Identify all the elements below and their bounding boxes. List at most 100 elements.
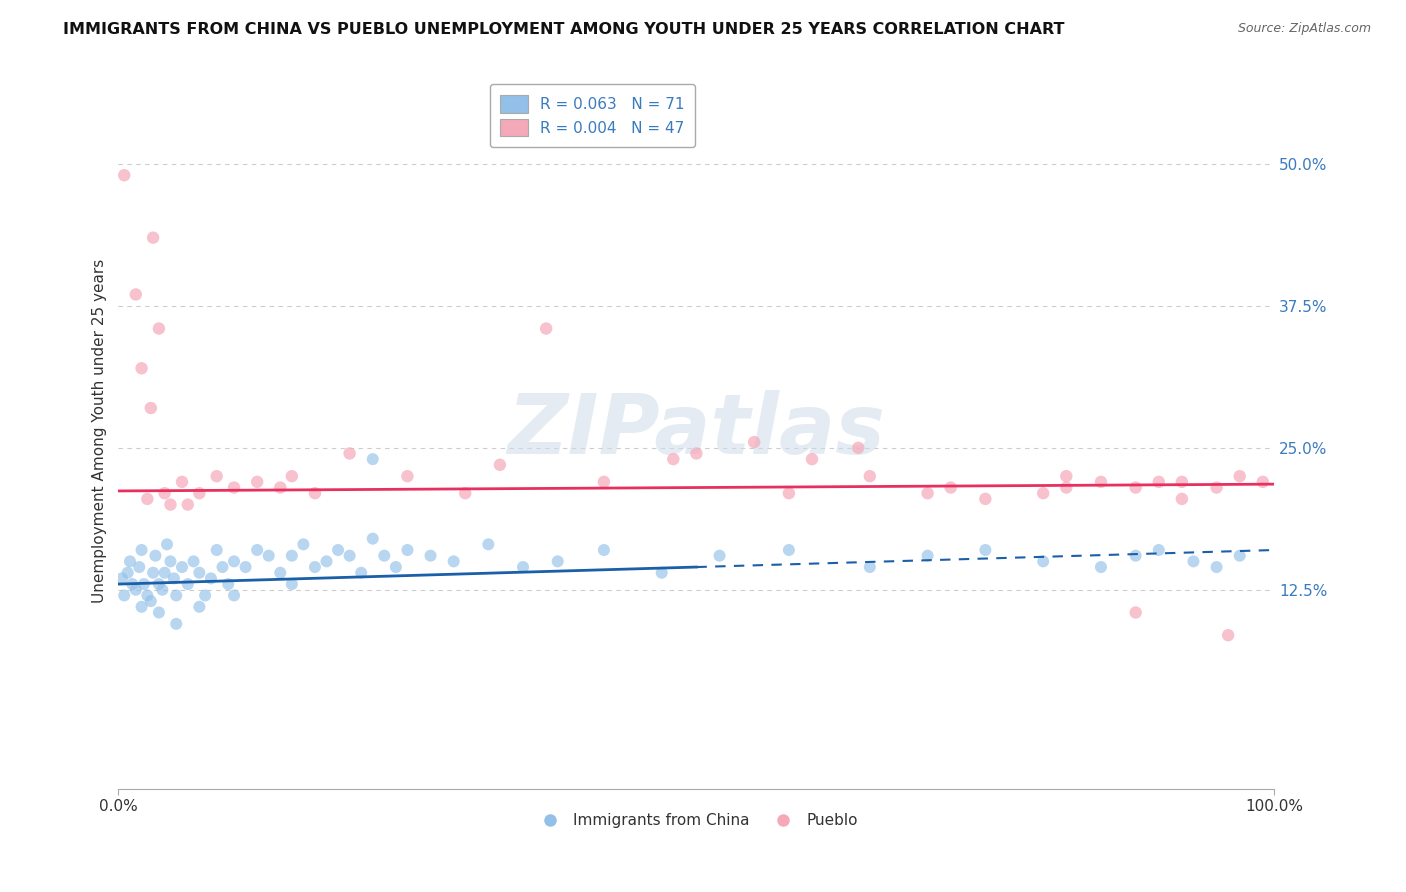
- Point: [534, 321, 557, 335]
- Text: ZIPatlas: ZIPatlas: [508, 391, 886, 471]
- Point: [211, 560, 233, 574]
- Point: [339, 446, 361, 460]
- Point: [859, 469, 882, 483]
- Point: [112, 168, 135, 182]
- Point: [194, 589, 217, 603]
- Point: [547, 554, 569, 568]
- Point: [709, 549, 731, 563]
- Point: [1125, 481, 1147, 495]
- Point: [153, 566, 176, 580]
- Point: [156, 537, 179, 551]
- Point: [1032, 486, 1054, 500]
- Point: [1032, 554, 1054, 568]
- Point: [142, 566, 165, 580]
- Point: [1090, 475, 1112, 489]
- Point: [859, 560, 882, 574]
- Point: [121, 577, 143, 591]
- Point: [281, 469, 304, 483]
- Point: [974, 543, 997, 558]
- Point: [801, 452, 824, 467]
- Point: [489, 458, 512, 472]
- Point: [165, 589, 187, 603]
- Point: [1125, 606, 1147, 620]
- Point: [150, 582, 173, 597]
- Point: [269, 481, 291, 495]
- Point: [419, 549, 441, 563]
- Point: [1090, 560, 1112, 574]
- Text: Source: ZipAtlas.com: Source: ZipAtlas.com: [1237, 22, 1371, 36]
- Point: [1171, 491, 1194, 506]
- Point: [1229, 469, 1251, 483]
- Point: [361, 532, 384, 546]
- Point: [142, 230, 165, 244]
- Point: [281, 549, 304, 563]
- Point: [443, 554, 465, 568]
- Point: [917, 486, 939, 500]
- Point: [1054, 469, 1077, 483]
- Point: [131, 599, 153, 614]
- Point: [1147, 543, 1170, 558]
- Point: [396, 543, 419, 558]
- Point: [131, 361, 153, 376]
- Point: [685, 446, 707, 460]
- Point: [1251, 475, 1274, 489]
- Point: [139, 401, 162, 415]
- Point: [304, 560, 326, 574]
- Point: [1205, 560, 1227, 574]
- Point: [136, 491, 159, 506]
- Point: [117, 566, 139, 580]
- Point: [304, 486, 326, 500]
- Point: [246, 543, 269, 558]
- Point: [454, 486, 477, 500]
- Point: [205, 543, 228, 558]
- Point: [292, 537, 315, 551]
- Point: [350, 566, 373, 580]
- Point: [917, 549, 939, 563]
- Point: [235, 560, 257, 574]
- Point: [222, 481, 245, 495]
- Point: [222, 589, 245, 603]
- Point: [148, 606, 170, 620]
- Point: [778, 543, 800, 558]
- Point: [477, 537, 499, 551]
- Point: [1205, 481, 1227, 495]
- Point: [257, 549, 280, 563]
- Point: [139, 594, 162, 608]
- Point: [222, 554, 245, 568]
- Point: [148, 577, 170, 591]
- Point: [281, 577, 304, 591]
- Point: [217, 577, 239, 591]
- Legend: Immigrants from China, Pueblo: Immigrants from China, Pueblo: [529, 807, 863, 835]
- Point: [396, 469, 419, 483]
- Point: [339, 549, 361, 563]
- Point: [165, 616, 187, 631]
- Point: [778, 486, 800, 500]
- Point: [177, 498, 200, 512]
- Point: [1171, 475, 1194, 489]
- Point: [170, 560, 193, 574]
- Point: [1182, 554, 1205, 568]
- Point: [159, 498, 181, 512]
- Point: [188, 566, 211, 580]
- Point: [111, 571, 134, 585]
- Point: [132, 577, 155, 591]
- Point: [177, 577, 200, 591]
- Point: [200, 571, 222, 585]
- Point: [188, 486, 211, 500]
- Point: [326, 543, 349, 558]
- Point: [153, 486, 176, 500]
- Point: [846, 441, 869, 455]
- Y-axis label: Unemployment Among Youth under 25 years: Unemployment Among Youth under 25 years: [93, 259, 107, 603]
- Point: [112, 589, 135, 603]
- Point: [742, 435, 765, 450]
- Point: [163, 571, 186, 585]
- Point: [183, 554, 205, 568]
- Point: [373, 549, 395, 563]
- Point: [385, 560, 408, 574]
- Point: [512, 560, 534, 574]
- Point: [188, 599, 211, 614]
- Point: [593, 543, 616, 558]
- Point: [1229, 549, 1251, 563]
- Point: [593, 475, 616, 489]
- Point: [939, 481, 962, 495]
